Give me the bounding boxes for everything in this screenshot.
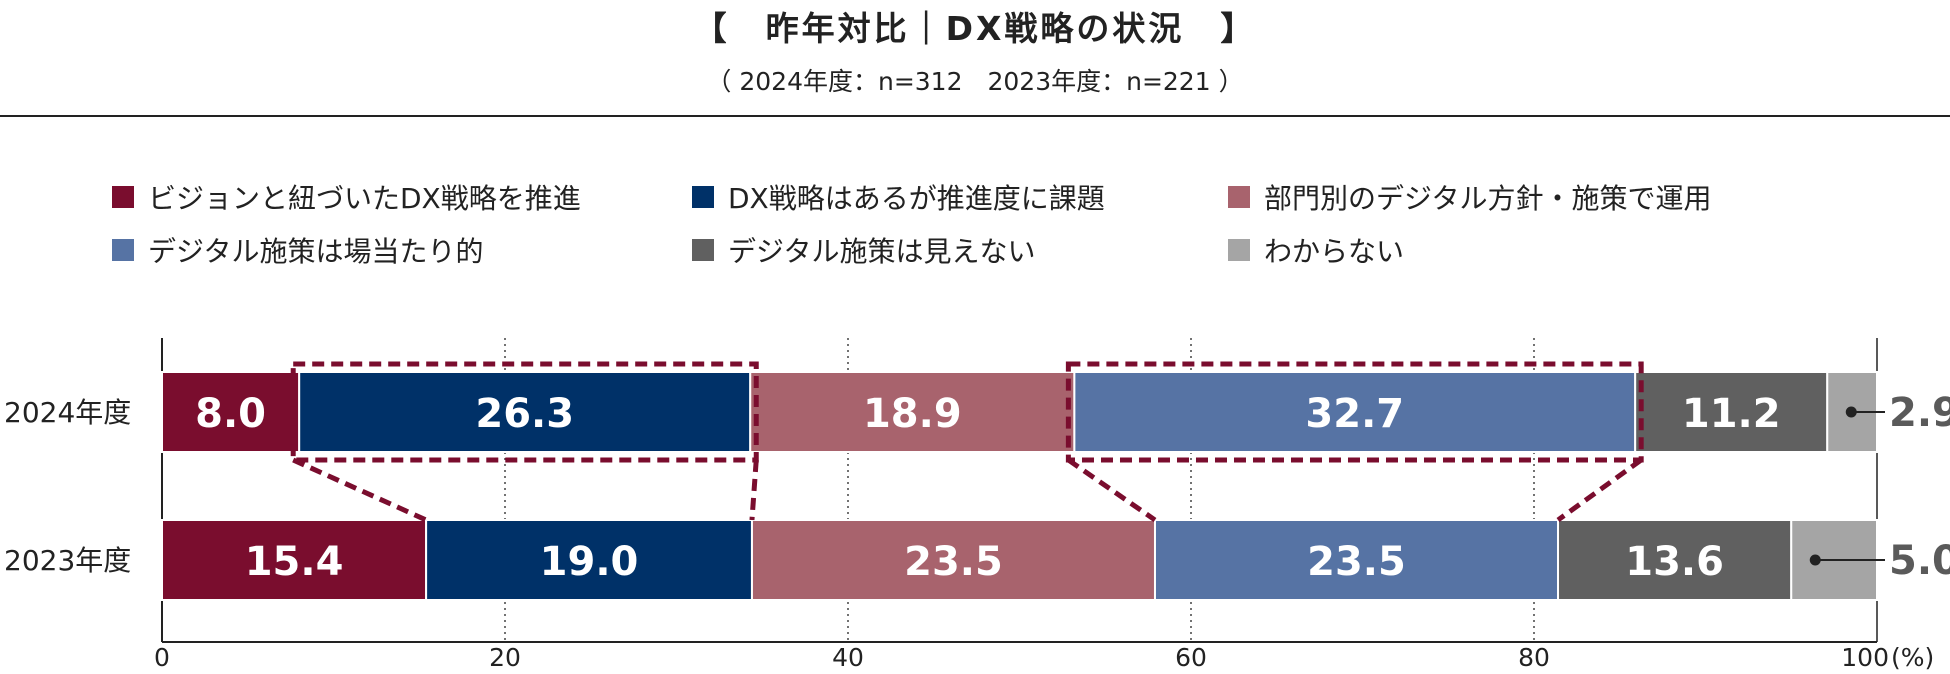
bar-segment bbox=[161, 519, 428, 601]
data-label: 32.7 bbox=[1305, 391, 1404, 437]
highlight-connector bbox=[1066, 457, 1157, 523]
highlight-box bbox=[290, 361, 759, 463]
legend-swatch bbox=[692, 186, 714, 208]
bar-segment bbox=[425, 519, 753, 601]
bar-segment bbox=[161, 371, 301, 453]
legend-label: デジタル施策は場当たり的 bbox=[148, 235, 484, 268]
legend-swatch bbox=[112, 186, 134, 208]
data-label: 8.0 bbox=[195, 391, 266, 437]
highlight-connector bbox=[292, 457, 428, 523]
data-label: 18.9 bbox=[863, 391, 962, 437]
x-tick-label: 40 bbox=[832, 643, 864, 672]
category-label: 2023年度 bbox=[4, 544, 131, 577]
bar-segment bbox=[1557, 519, 1793, 601]
x-axis-unit: (%) bbox=[1891, 643, 1934, 672]
highlight-box bbox=[1065, 361, 1644, 463]
x-tick-label: 0 bbox=[154, 643, 170, 672]
legend-label: DX戦略はあるが推進度に課題 bbox=[728, 182, 1105, 215]
data-label: 11.2 bbox=[1682, 391, 1781, 437]
x-tick-label: 100 bbox=[1841, 643, 1889, 672]
data-label: 13.6 bbox=[1625, 539, 1724, 585]
legend-item-adhoc: デジタル施策は場当たり的 bbox=[112, 232, 483, 268]
bar-segment bbox=[1153, 519, 1560, 601]
data-label: 23.5 bbox=[904, 539, 1003, 585]
chart-subtitle: （ 2024年度：n=312 2023年度：n=221 ） bbox=[706, 67, 1244, 96]
legend-label: わからない bbox=[1264, 235, 1405, 268]
legend-item-department-policy: 部門別のデジタル方針・施策で運用 bbox=[1228, 179, 1711, 215]
highlight-connector bbox=[749, 459, 759, 521]
legend-label: 部門別のデジタル方針・施策で運用 bbox=[1264, 182, 1712, 215]
x-tick-label: 80 bbox=[1518, 643, 1550, 672]
legend-item-strategy-issues: DX戦略はあるが推進度に課題 bbox=[692, 179, 1105, 215]
data-label: 2.9 bbox=[1889, 390, 1950, 436]
legend-label: ビジョンと紐づいたDX戦略を推進 bbox=[148, 182, 581, 215]
legend-swatch bbox=[112, 239, 134, 261]
legend-item-not-visible: デジタル施策は見えない bbox=[692, 232, 1035, 268]
bar-segment bbox=[749, 371, 1076, 453]
data-label: 23.5 bbox=[1307, 539, 1406, 585]
legend-swatch bbox=[1228, 186, 1250, 208]
category-label: 2024年度 bbox=[4, 396, 131, 429]
chart-title: 【 昨年対比｜DX戦略の状況 】 bbox=[693, 9, 1257, 48]
bar-segment bbox=[750, 519, 1156, 601]
data-label: 19.0 bbox=[540, 539, 639, 585]
x-tick-label: 60 bbox=[1175, 643, 1207, 672]
title-divider bbox=[0, 115, 1950, 117]
x-tick-label: 20 bbox=[489, 643, 521, 672]
legend-swatch bbox=[692, 239, 714, 261]
bar-segment bbox=[298, 371, 752, 453]
legend-item-vision-strategy: ビジョンと紐づいたDX戦略を推進 bbox=[112, 179, 581, 215]
bar-segment bbox=[1073, 371, 1637, 453]
data-label: 5.0 bbox=[1889, 538, 1950, 584]
data-label: 26.3 bbox=[475, 391, 574, 437]
highlight-connector bbox=[1556, 457, 1643, 523]
data-label: 15.4 bbox=[245, 539, 344, 585]
bar-segment bbox=[1634, 371, 1829, 453]
legend-item-unknown: わからない bbox=[1228, 232, 1404, 268]
legend-label: デジタル施策は見えない bbox=[728, 235, 1036, 268]
legend-swatch bbox=[1228, 239, 1250, 261]
